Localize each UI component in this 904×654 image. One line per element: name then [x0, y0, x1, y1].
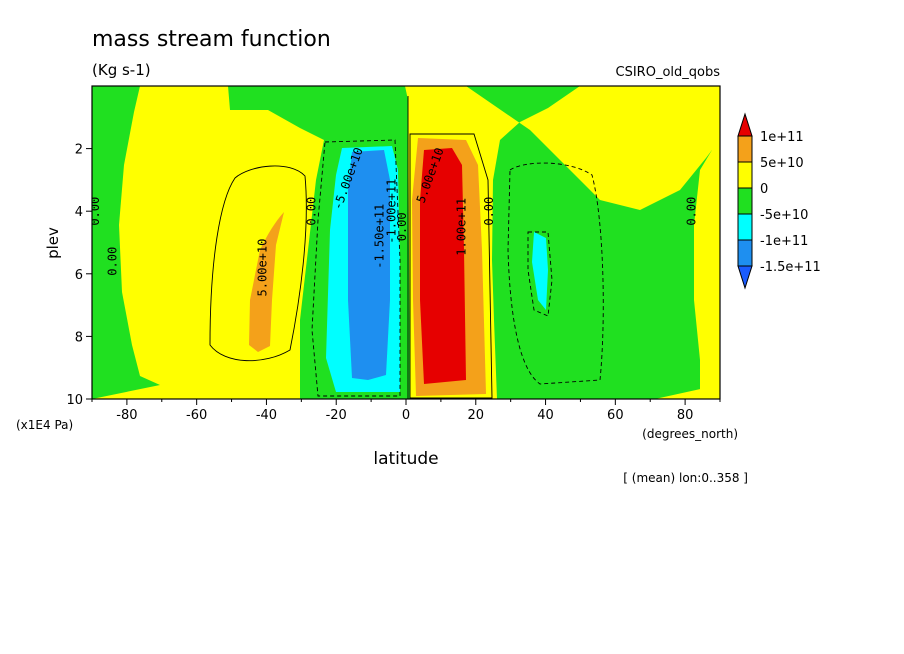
- x-tick-label: -60: [186, 408, 207, 423]
- contour-south-dashed-outer: [311, 139, 401, 397]
- contour-label: 1.00e+11: [454, 198, 468, 256]
- contour-north-dashed: [507, 162, 604, 385]
- colorbar-label: 1e+11: [760, 130, 804, 145]
- colorbar-swatch: [737, 213, 753, 241]
- y-tick-label: 10: [66, 393, 83, 408]
- region-green-westedge: [92, 86, 160, 399]
- y-axis-units: (x1E4 Pa): [16, 418, 73, 432]
- contour-label: -1.50e+11: [372, 204, 386, 269]
- y-tick-label: 6: [75, 268, 83, 283]
- colorbar-label: -1e+11: [760, 234, 808, 249]
- contour-label: -1.00e+11: [385, 179, 399, 244]
- colorbar-swatch: [737, 187, 753, 215]
- contour-label: 5.00e+10: [255, 239, 269, 297]
- contour-label: 0.00: [395, 212, 409, 241]
- chart-title: mass stream function: [92, 27, 331, 52]
- colorbar-swatch: [737, 239, 753, 267]
- colorbar-label: 5e+10: [760, 156, 804, 171]
- y-tick-label: 2: [75, 143, 83, 158]
- colorbar-label: -1.5e+11: [760, 260, 821, 275]
- colorbar-swatch: [737, 135, 753, 163]
- region-cyan-north: [532, 232, 548, 310]
- colorbar-swatch: [737, 161, 753, 189]
- contour-label: 0.00: [304, 197, 318, 226]
- chart-subtitle: (Kg s-1): [92, 61, 151, 79]
- x-tick-label: 40: [537, 408, 554, 423]
- x-tick-label: 0: [402, 408, 410, 423]
- colorbar-top-arrow: [737, 112, 753, 137]
- contour-label: 0.00: [482, 197, 496, 226]
- x-tick-label: 80: [677, 408, 694, 423]
- contour-north-outer: [409, 133, 493, 399]
- contour-label: 0.00: [88, 197, 102, 226]
- y-tick-label: 4: [75, 205, 83, 220]
- colorbar-label: -5e+10: [760, 208, 808, 223]
- colorbar-label: 0: [760, 182, 768, 197]
- region-green-northern: [466, 86, 720, 399]
- plot-area: 5.00e+100.000.000.00 -5.00e+10-1.50e+11-1…: [66, 85, 721, 423]
- region-red-north: [420, 148, 466, 384]
- x-tick-label: -40: [256, 408, 277, 423]
- x-tick-label: 60: [607, 408, 624, 423]
- contour-label: 0.00: [685, 197, 699, 226]
- footnote: [ (mean) lon:0..358 ]: [623, 471, 748, 485]
- y-tick-label: 8: [75, 330, 83, 345]
- region-orange-south: [249, 212, 284, 352]
- y-axis-label: plev: [44, 227, 62, 259]
- contour-west-yellow: [209, 165, 307, 362]
- x-axis-units: (degrees_north): [642, 427, 738, 441]
- contour-label: 0.00: [105, 247, 119, 276]
- x-tick-label: -20: [326, 408, 347, 423]
- x-tick-label: 20: [468, 408, 485, 423]
- dataset-label: CSIRO_old_qobs: [616, 65, 721, 80]
- x-tick-label: -80: [116, 408, 137, 423]
- x-axis-label: latitude: [373, 449, 438, 469]
- colorbar: 1e+11 5e+10 0 -5e+10 -1e+11 -1.5e+11: [737, 112, 821, 290]
- region-yellow-north-polar: [694, 150, 720, 399]
- colorbar-bottom-arrow: [737, 265, 753, 290]
- region-blue-south: [348, 150, 390, 380]
